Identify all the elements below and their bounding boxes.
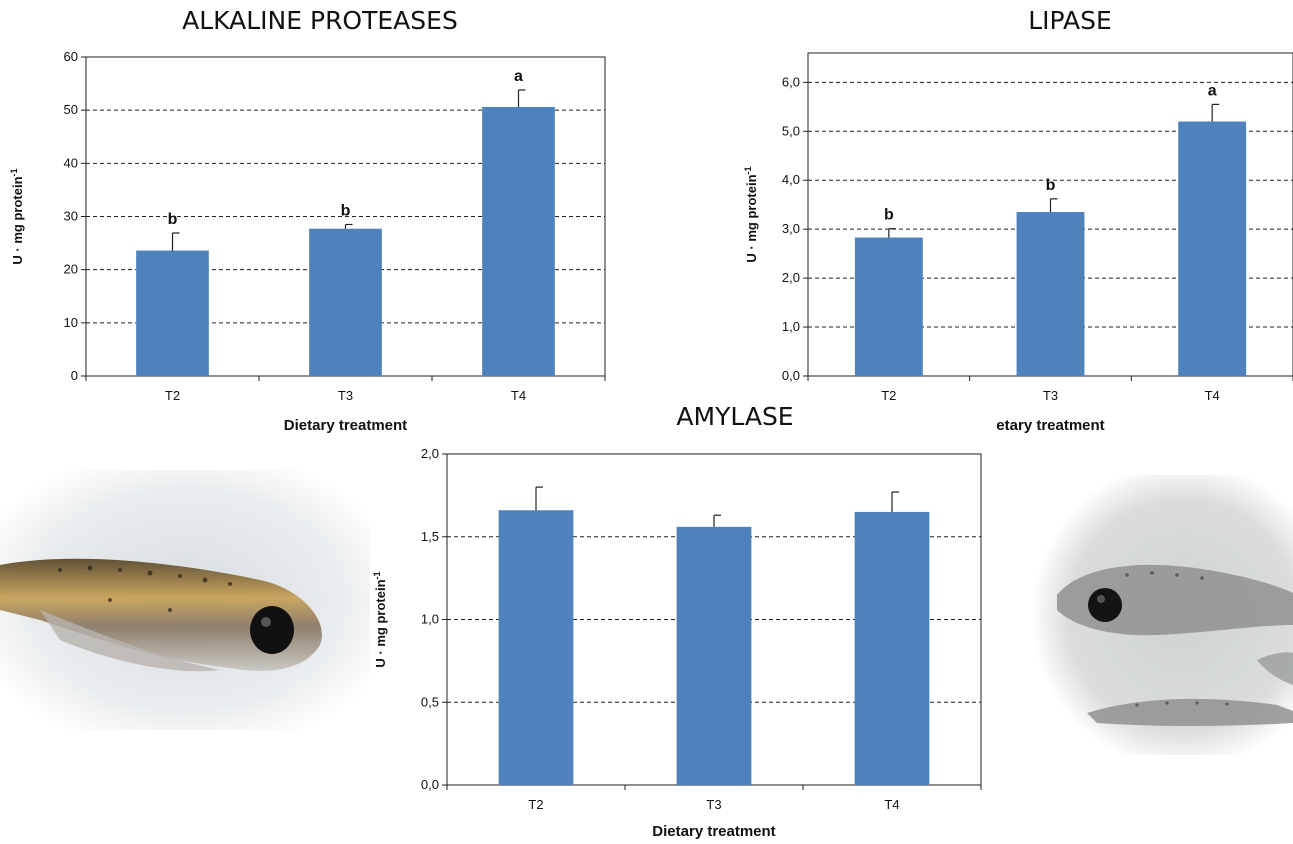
amylase-y-tick-label: 1,0 bbox=[421, 612, 439, 627]
alkaline-category-label: T3 bbox=[338, 388, 353, 403]
lipase-y-tick-label: 5,0 bbox=[782, 123, 800, 138]
alkaline-y-tick-label: 60 bbox=[64, 49, 78, 64]
amylase-y-tick-label: 2,0 bbox=[421, 446, 439, 461]
alkaline-y-tick-label: 50 bbox=[64, 102, 78, 117]
amylase-y-tick-label: 0,5 bbox=[421, 694, 439, 709]
lipase-bar-t4 bbox=[1178, 121, 1247, 376]
lipase-category-label: T2 bbox=[881, 388, 896, 403]
lipase-significance-letter: a bbox=[1208, 82, 1217, 99]
lipase-y-tick-label: 0,0 bbox=[782, 368, 800, 383]
alkaline-y-tick-label: 10 bbox=[64, 315, 78, 330]
amylase-y-axis-label: U · mg protein-1 bbox=[372, 571, 388, 667]
lipase-y-tick-label: 4,0 bbox=[782, 172, 800, 187]
amylase-category-label: T3 bbox=[706, 797, 721, 812]
lipase-y-tick-label: 3,0 bbox=[782, 221, 800, 236]
lipase-bar-t3 bbox=[1016, 212, 1085, 376]
amylase-bar-t3 bbox=[676, 526, 752, 785]
amylase-category-label: T2 bbox=[528, 797, 543, 812]
alkaline-y-axis-label: U · mg protein-1 bbox=[9, 168, 25, 264]
alkaline-significance-letter: b bbox=[341, 202, 351, 219]
amylase-x-axis-label: Dietary treatment bbox=[652, 823, 775, 840]
chart-title-lipase: LIPASE bbox=[1028, 6, 1112, 35]
larva-photo-right bbox=[1017, 475, 1293, 755]
amylase-category-label: T4 bbox=[884, 797, 899, 812]
amylase-y-tick-label: 1,5 bbox=[421, 529, 439, 544]
alkaline-bar-t3 bbox=[309, 228, 382, 376]
lipase-y-axis-label: U · mg protein-1 bbox=[743, 166, 759, 262]
lipase-category-label: T3 bbox=[1043, 388, 1058, 403]
lipase-y-tick-label: 1,0 bbox=[782, 319, 800, 334]
lipase-x-axis-label: etary treatment bbox=[996, 417, 1104, 434]
alkaline-significance-letter: b bbox=[168, 211, 178, 228]
lipase-y-tick-label: 6,0 bbox=[782, 74, 800, 89]
alkaline-category-label: T2 bbox=[165, 388, 180, 403]
chart-title-alkaline-proteases: ALKALINE PROTEASES bbox=[182, 6, 458, 35]
lipase-bar-t2 bbox=[854, 237, 923, 376]
larva-photo-left bbox=[0, 470, 370, 730]
amylase-bar-t4 bbox=[854, 511, 930, 785]
amylase-bar-t2 bbox=[498, 510, 574, 785]
alkaline-category-label: T4 bbox=[511, 388, 526, 403]
alkaline-y-tick-label: 0 bbox=[71, 368, 78, 383]
chart-title-amylase: AMYLASE bbox=[676, 402, 794, 431]
lipase-significance-letter: b bbox=[1046, 177, 1056, 194]
alkaline-bar-t4 bbox=[482, 106, 555, 376]
alkaline-bar-t2 bbox=[136, 250, 209, 376]
alkaline-y-tick-label: 40 bbox=[64, 155, 78, 170]
alkaline-y-tick-label: 30 bbox=[64, 209, 78, 224]
alkaline-significance-letter: a bbox=[514, 68, 523, 85]
alkaline-y-tick-label: 20 bbox=[64, 262, 78, 277]
lipase-y-tick-label: 2,0 bbox=[782, 270, 800, 285]
lipase-category-label: T4 bbox=[1205, 388, 1220, 403]
alkaline-x-axis-label: Dietary treatment bbox=[284, 417, 407, 434]
amylase-y-tick-label: 0,0 bbox=[421, 777, 439, 792]
lipase-significance-letter: b bbox=[884, 207, 894, 224]
